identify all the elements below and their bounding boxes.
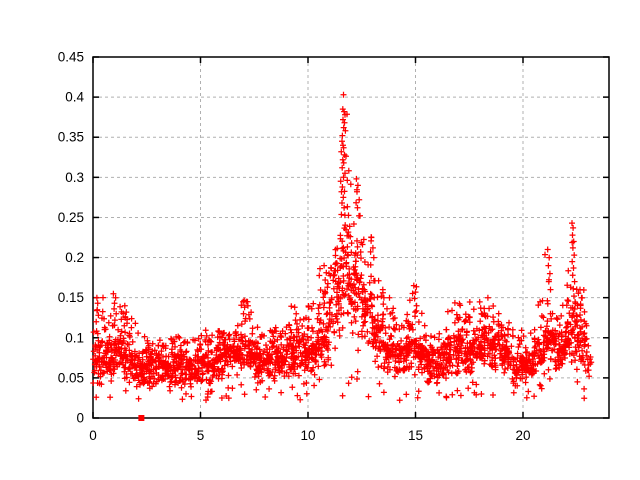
y-tick-label: 0.15 — [58, 290, 84, 305]
x-tick-label: 10 — [300, 428, 315, 443]
x-tick-label: 15 — [408, 428, 423, 443]
y-tick-label: 0 — [76, 411, 84, 426]
y-tick-label: 0.45 — [58, 50, 84, 65]
y-tick-label: 0.4 — [65, 90, 84, 105]
y-tick-label: 0.35 — [58, 130, 84, 145]
y-tick-label: 0.25 — [58, 210, 84, 225]
y-tick-label: 0.05 — [58, 370, 84, 385]
x-tick-label: 0 — [89, 428, 97, 443]
y-tick-label: 0.3 — [65, 170, 84, 185]
x-tick-label: 5 — [197, 428, 205, 443]
y-tick-label: 0.2 — [65, 250, 84, 265]
plot-border — [92, 56, 610, 419]
x-tick-label: 20 — [515, 428, 530, 443]
y-tick-label: 0.1 — [65, 330, 84, 345]
scatter-points — [90, 91, 595, 404]
outlier-square-point — [138, 415, 145, 421]
